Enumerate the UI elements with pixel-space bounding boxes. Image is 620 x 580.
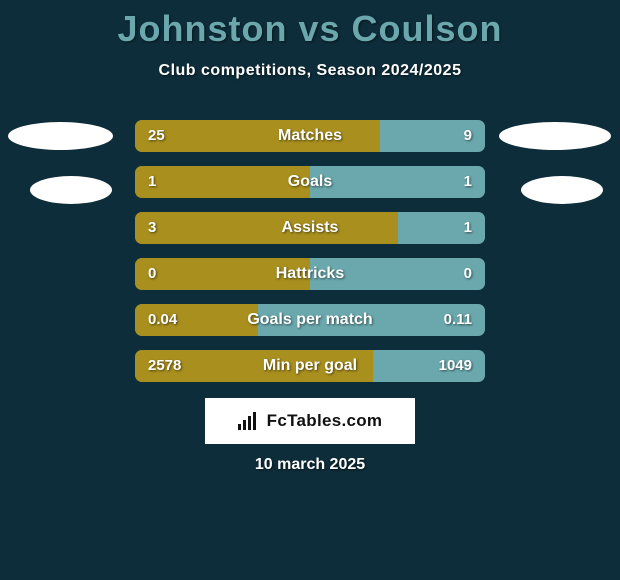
bar-right	[310, 166, 485, 198]
stat-value-left: 1	[148, 166, 156, 198]
stat-value-left: 0.04	[148, 304, 177, 336]
stat-value-left: 25	[148, 120, 165, 152]
date-line: 10 march 2025	[0, 456, 620, 474]
stat-value-right: 0	[464, 258, 472, 290]
comparison-card: Johnston vs Coulson Club competitions, S…	[0, 0, 620, 580]
bar-track	[135, 350, 485, 382]
stat-row: 31Assists	[0, 212, 620, 244]
stat-row: 0.040.11Goals per match	[0, 304, 620, 336]
stat-value-right: 1049	[439, 350, 472, 382]
stat-value-left: 3	[148, 212, 156, 244]
bars-icon	[238, 412, 260, 430]
stat-value-left: 0	[148, 258, 156, 290]
stat-value-right: 1	[464, 166, 472, 198]
bar-track	[135, 258, 485, 290]
bar-left	[135, 212, 398, 244]
player-oval-3	[521, 176, 603, 204]
bar-track	[135, 304, 485, 336]
page-title: Johnston vs Coulson	[0, 0, 620, 50]
brand-text: FcTables.com	[267, 411, 383, 431]
stat-value-right: 1	[464, 212, 472, 244]
player-oval-0	[8, 122, 113, 150]
bar-track	[135, 212, 485, 244]
stat-value-left: 2578	[148, 350, 181, 382]
bar-left	[135, 166, 310, 198]
bar-left	[135, 258, 310, 290]
bar-track	[135, 166, 485, 198]
stat-value-right: 9	[464, 120, 472, 152]
player-oval-1	[30, 176, 112, 204]
brand-badge: FcTables.com	[205, 398, 415, 444]
bar-track	[135, 120, 485, 152]
player-oval-2	[499, 122, 611, 150]
subtitle: Club competitions, Season 2024/2025	[0, 62, 620, 80]
stat-value-right: 0.11	[444, 304, 472, 336]
stat-row: 00Hattricks	[0, 258, 620, 290]
stats-area: 259Matches11Goals31Assists00Hattricks0.0…	[0, 120, 620, 396]
bar-right	[310, 258, 485, 290]
bar-left	[135, 120, 380, 152]
stat-row: 25781049Min per goal	[0, 350, 620, 382]
